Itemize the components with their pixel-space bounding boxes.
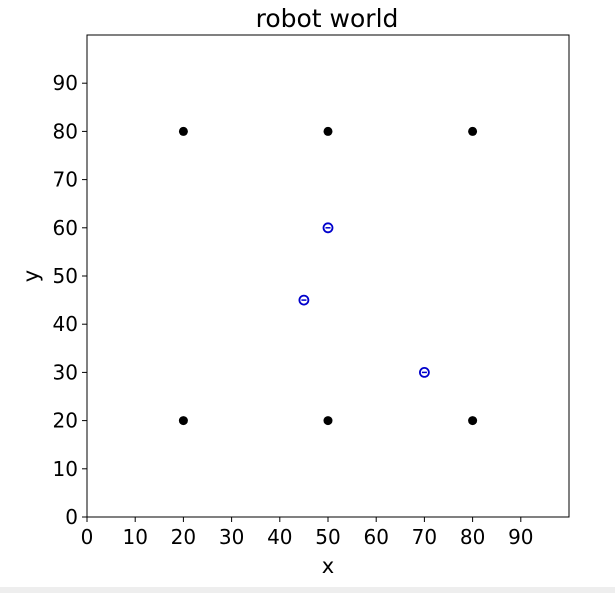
x-tick-label: 50 — [315, 525, 340, 549]
landmark-point — [178, 126, 188, 136]
landmark-point — [468, 416, 478, 426]
x-tick-label: 80 — [460, 525, 485, 549]
robot-ring — [322, 222, 334, 234]
x-tick-label: 70 — [412, 525, 437, 549]
x-axis-label: x — [322, 554, 334, 578]
y-axis-ticks: 0 10 20 30 40 50 60 70 80 90 — [53, 71, 87, 529]
landmark-point — [178, 416, 188, 426]
robot-marker — [418, 366, 430, 378]
landmark-point — [323, 416, 333, 426]
robot-ring — [418, 366, 430, 378]
x-tick-label: 40 — [267, 525, 292, 549]
y-tick-label: 90 — [53, 71, 78, 95]
x-axis-ticks: 0 10 20 30 40 50 60 70 80 90 — [81, 517, 534, 549]
robot-ring — [298, 294, 310, 306]
x-tick-label: 90 — [508, 525, 533, 549]
y-tick-label: 0 — [65, 505, 78, 529]
x-tick-label: 10 — [122, 525, 147, 549]
x-tick-label: 60 — [363, 525, 388, 549]
x-tick-label: 30 — [219, 525, 244, 549]
y-tick-label: 20 — [53, 409, 78, 433]
data-points — [178, 126, 478, 426]
y-tick-label: 30 — [53, 360, 78, 384]
window-bottom-edge — [0, 587, 615, 593]
x-tick-label: 0 — [81, 525, 94, 549]
robot-marker — [322, 222, 334, 234]
y-tick-label: 80 — [53, 119, 78, 143]
robot-marker — [298, 294, 310, 306]
y-tick-label: 10 — [53, 457, 78, 481]
plot-area — [86, 34, 570, 518]
y-tick-label: 40 — [53, 312, 78, 336]
landmark-point — [323, 126, 333, 136]
y-tick-label: 60 — [53, 216, 78, 240]
y-axis-label: y — [19, 270, 43, 282]
chart-title: robot world — [256, 4, 399, 33]
y-tick-label: 70 — [53, 168, 78, 192]
y-tick-label: 50 — [53, 264, 78, 288]
landmark-point — [468, 126, 478, 136]
x-tick-label: 20 — [171, 525, 196, 549]
